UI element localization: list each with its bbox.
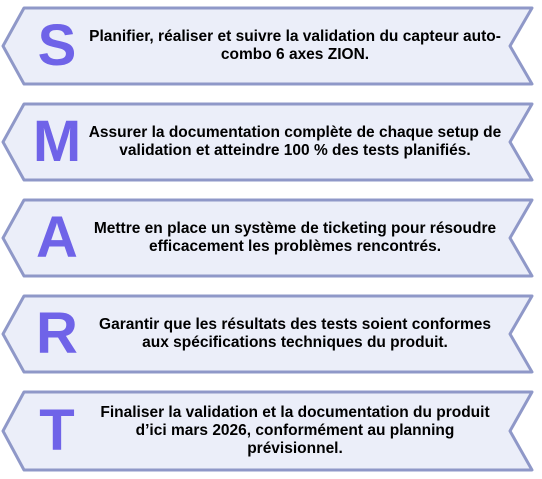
banner-shape (1, 6, 534, 86)
smart-text-t: Finaliser la validation et la documentat… (100, 404, 490, 457)
banner-shape (1, 198, 534, 278)
smart-row-r: R Garantir que les résultats des tests s… (0, 294, 542, 374)
smart-letter-r: R (36, 301, 78, 366)
smart-row-m: M Assurer la documentation complète de c… (0, 102, 542, 182)
smart-text-a: Mettre en place un système de ticketing … (93, 220, 497, 255)
smart-letter-m: M (32, 109, 82, 174)
banner-shape (1, 390, 534, 472)
arrow-banner-s (1, 6, 534, 86)
banner-shape (1, 294, 534, 374)
smart-row-s: S Planifier, réaliser et suivre la valid… (0, 6, 542, 86)
smart-text-s: Planifier, réaliser et suivre la validat… (89, 28, 501, 63)
arrow-banner-r (1, 294, 534, 374)
smart-text-m: Assurer la documentation complète de cha… (88, 124, 502, 159)
arrow-banner-t (1, 390, 534, 472)
smart-letter-t: T (39, 398, 75, 463)
smart-letter-a: A (36, 205, 78, 270)
banner-shape (1, 102, 534, 182)
smart-text-r: Garantir que les résultats des tests soi… (99, 316, 491, 351)
arrow-banner-m (1, 102, 534, 182)
arrow-banner-a (1, 198, 534, 278)
smart-letter-s: S (37, 13, 77, 78)
smart-row-t: T Finaliser la validation et la document… (0, 390, 542, 472)
smart-row-a: A Mettre en place un système de ticketin… (0, 198, 542, 278)
